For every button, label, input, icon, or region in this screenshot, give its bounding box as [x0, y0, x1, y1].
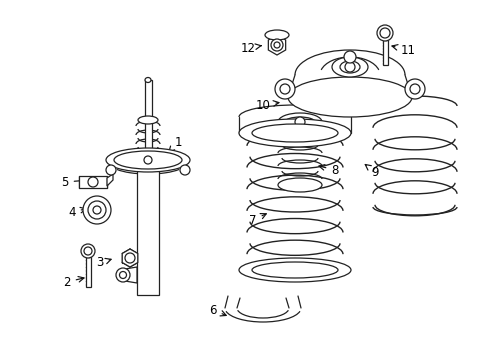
Text: 9: 9: [365, 165, 379, 179]
Text: 7: 7: [249, 213, 266, 226]
Polygon shape: [119, 267, 137, 283]
Ellipse shape: [106, 148, 190, 172]
Polygon shape: [107, 174, 113, 186]
Ellipse shape: [252, 124, 338, 142]
Circle shape: [295, 117, 305, 127]
Ellipse shape: [114, 151, 182, 169]
Circle shape: [88, 201, 106, 219]
Text: 3: 3: [97, 256, 111, 270]
Text: 2: 2: [63, 275, 84, 288]
Circle shape: [120, 271, 126, 279]
Circle shape: [125, 253, 135, 263]
Circle shape: [344, 51, 356, 63]
Circle shape: [274, 42, 280, 48]
Ellipse shape: [252, 262, 338, 278]
Bar: [145, 80, 152, 165]
Circle shape: [83, 196, 111, 224]
Circle shape: [84, 247, 92, 255]
Ellipse shape: [239, 119, 351, 147]
Ellipse shape: [239, 258, 351, 282]
Ellipse shape: [278, 113, 322, 131]
Text: 11: 11: [392, 44, 416, 57]
Circle shape: [405, 79, 425, 99]
Polygon shape: [122, 249, 138, 267]
Bar: [79, 176, 107, 188]
Circle shape: [93, 206, 101, 214]
Circle shape: [116, 268, 130, 282]
Ellipse shape: [138, 116, 158, 124]
Text: 12: 12: [241, 41, 261, 54]
Ellipse shape: [145, 77, 151, 82]
Circle shape: [280, 84, 290, 94]
Circle shape: [380, 28, 390, 38]
Circle shape: [410, 84, 420, 94]
Bar: [137, 165, 159, 295]
Ellipse shape: [340, 61, 360, 73]
Circle shape: [106, 165, 116, 175]
Circle shape: [88, 177, 98, 187]
Ellipse shape: [332, 57, 368, 77]
Circle shape: [275, 79, 295, 99]
Ellipse shape: [278, 178, 322, 192]
Ellipse shape: [285, 117, 315, 127]
Ellipse shape: [288, 77, 412, 117]
Bar: [86, 257, 91, 287]
Ellipse shape: [265, 30, 289, 40]
Circle shape: [377, 25, 393, 41]
Circle shape: [144, 156, 152, 164]
Text: 1: 1: [169, 135, 182, 152]
Bar: [383, 40, 388, 65]
Text: 6: 6: [209, 303, 226, 316]
Polygon shape: [269, 35, 286, 55]
Circle shape: [81, 244, 95, 258]
Circle shape: [271, 39, 283, 51]
Text: 4: 4: [68, 206, 86, 219]
Text: 5: 5: [61, 176, 86, 189]
Circle shape: [345, 62, 355, 72]
Text: 8: 8: [319, 163, 339, 176]
Text: 10: 10: [256, 99, 279, 112]
Circle shape: [180, 165, 190, 175]
